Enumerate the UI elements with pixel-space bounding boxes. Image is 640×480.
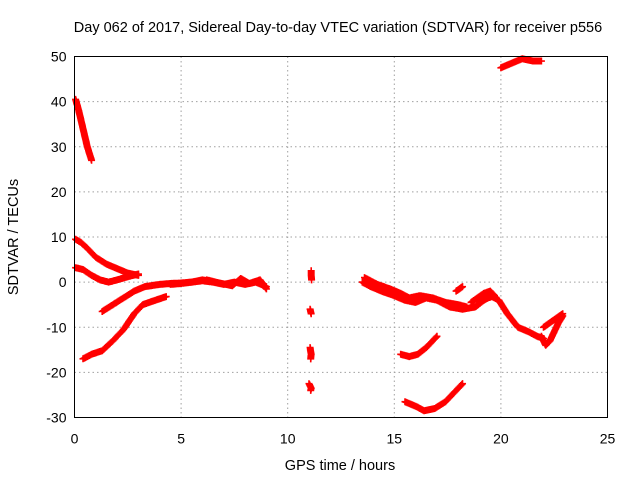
data-marker-trace <box>452 283 467 295</box>
x-axis-label: GPS time / hours <box>285 458 395 474</box>
data-marker-trace <box>401 380 467 415</box>
y-axis-label: SDTVAR / TECUs <box>6 179 22 295</box>
series-arc9 <box>306 305 315 318</box>
y-tick-label: 40 <box>51 94 67 110</box>
y-tick-label: -30 <box>46 410 66 426</box>
series-arc20 <box>540 310 567 331</box>
data-marker-trace <box>306 344 315 363</box>
x-tick-label: 20 <box>493 431 509 447</box>
series-arc16 <box>397 332 441 361</box>
data-marker-trace <box>79 293 170 363</box>
series-arc19 <box>537 312 567 349</box>
data-marker-trace <box>537 312 567 349</box>
plot-frame <box>74 56 608 418</box>
data-marker-trace <box>305 380 315 394</box>
data-marker-trace <box>497 55 545 72</box>
marks-layer <box>72 55 567 415</box>
x-tick-label: 0 <box>71 431 79 447</box>
series-arc5 <box>79 293 170 363</box>
series-arc15 <box>452 283 467 295</box>
series-arc3 <box>72 264 142 286</box>
x-tick-label: 10 <box>280 431 296 447</box>
x-tick-label: 25 <box>600 431 616 447</box>
series-arc14 <box>467 287 498 306</box>
y-tick-label: -10 <box>46 319 66 335</box>
series-arc8 <box>307 267 316 284</box>
series-arc1 <box>72 95 96 164</box>
data-marker-trace <box>467 287 498 306</box>
y-tick-labels: -30 -20 -10 0 10 20 30 40 50 <box>46 49 66 426</box>
series-arc17 <box>401 380 467 415</box>
data-marker-trace <box>203 275 270 293</box>
y-tick-label: 50 <box>51 49 67 65</box>
x-tick-label: 15 <box>387 431 403 447</box>
y-tick-label: -20 <box>46 364 66 380</box>
series-arc18 <box>497 55 545 72</box>
series-arc10 <box>306 344 315 363</box>
x-tick-labels: 0 5 10 15 20 25 <box>71 431 616 447</box>
data-marker-trace <box>540 310 567 331</box>
y-tick-label: 10 <box>51 229 67 245</box>
chart-title: Day 062 of 2017, Sidereal Day-to-day VTE… <box>74 20 602 36</box>
data-marker-trace <box>306 305 315 318</box>
x-tick-label: 5 <box>177 431 185 447</box>
data-marker-trace <box>72 264 142 286</box>
data-marker-trace <box>397 332 441 361</box>
series-arc7 <box>203 275 270 293</box>
y-tick-label: 20 <box>51 184 67 200</box>
y-tick-label: 0 <box>59 274 67 290</box>
series-arc11 <box>305 380 315 394</box>
data-marker-trace <box>72 95 96 164</box>
grid-layer <box>74 56 608 418</box>
y-tick-label: 30 <box>51 139 67 155</box>
data-marker-trace <box>307 267 316 284</box>
